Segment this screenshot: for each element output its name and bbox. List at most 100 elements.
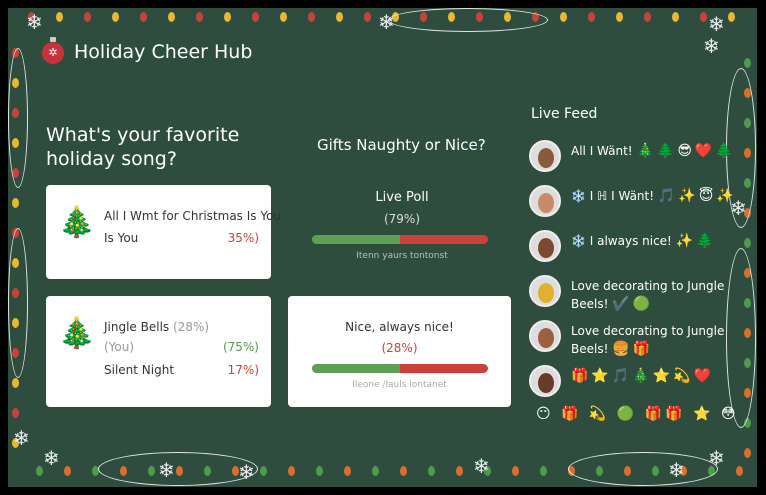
nice-fill [312, 235, 400, 244]
string-light [252, 12, 259, 22]
song-name: Silent Night [104, 363, 175, 377]
gift-poll-card[interactable]: Nice, always nice! (28%) Ileone /lauls l… [288, 296, 511, 407]
feed-emoji: ✔️🟢 [612, 296, 654, 312]
string-light [512, 466, 519, 476]
string-light [744, 448, 751, 458]
feed-message: Love decorating to Jungle Beels! 🍔🎁 [571, 322, 741, 358]
avatar[interactable] [529, 140, 561, 172]
string-light [540, 466, 547, 476]
song-row: Jingle Bells (28%) [104, 320, 209, 334]
string-light [616, 12, 623, 22]
string-light [672, 12, 679, 22]
string-light [12, 198, 19, 208]
live-poll-caption: Itenn yaurs tontonst [356, 251, 448, 261]
song-option-card[interactable]: 🎄 All I Wmt for Christmas Is You Is You … [46, 185, 281, 279]
feed-emoji: 🎄🌲😎❤️🌲 [636, 143, 736, 159]
song-name: All I Wmt for Christmas Is You [104, 209, 282, 223]
string-light [484, 466, 491, 476]
you-label: (You) [104, 340, 135, 354]
feed-message: Love decorating to Jungle Beels! ✔️🟢 [571, 277, 741, 313]
light-wire [8, 48, 28, 188]
string-light [588, 12, 595, 22]
your-percent: (75%) [222, 340, 259, 354]
snowflake-icon: ❄ [703, 34, 720, 58]
feed-text: Love decorating to Jungle Beels! [571, 324, 725, 356]
light-wire [98, 452, 258, 486]
string-light [428, 466, 435, 476]
snowflake-icon: ❄ [43, 446, 60, 470]
feed-emoji: 🎵✨😇✨ [657, 188, 737, 204]
feed-text: All I Wänt! [571, 144, 633, 158]
ornament-icon: ✲ [42, 37, 64, 64]
string-light [744, 238, 751, 248]
string-light [316, 466, 323, 476]
app-title: Holiday Cheer Hub [74, 41, 253, 63]
string-light [700, 12, 707, 22]
string-light [560, 12, 567, 22]
string-light [344, 466, 351, 476]
song-percent: 17%) [227, 363, 259, 377]
christmas-tree-icon: 🎄 [58, 205, 96, 240]
app-window: ❄ ❄ ❄ ❄ ❄ ❄ ❄ ❄ ❄ ❄ ❄ ❄ ✲ Holiday Cheer Hub What's … [8, 8, 757, 487]
avatar[interactable] [529, 275, 561, 307]
feed-message: All I Wänt! 🎄🌲😎❤️🌲 [571, 142, 741, 160]
string-light [84, 12, 91, 22]
snowflake-icon: ❄ [708, 12, 725, 36]
string-light [168, 12, 175, 22]
string-light [56, 12, 63, 22]
feed-emoji: 🎁⭐🎵🎄⭐💫❤️ [571, 368, 715, 384]
string-light [364, 12, 371, 22]
string-light [28, 12, 35, 22]
string-light [456, 466, 463, 476]
string-light [36, 466, 43, 476]
string-light [140, 12, 147, 22]
string-light [400, 466, 407, 476]
feed-message: ❄️ I ℍ I Wänt! 🎵✨😇✨ [571, 187, 741, 205]
string-light [92, 466, 99, 476]
feed-text: Love decorating to Jungle Beels! [571, 279, 725, 311]
light-wire [726, 68, 756, 228]
avatar[interactable] [529, 320, 561, 352]
string-light [372, 466, 379, 476]
string-light [260, 466, 267, 476]
string-light [308, 12, 315, 22]
light-wire [388, 8, 548, 32]
snowflake-icon: ❄ [473, 454, 490, 478]
feed-text: ❄️ I always nice! [571, 234, 672, 248]
gift-poll-bar [312, 364, 488, 373]
string-light [744, 58, 751, 68]
string-light [224, 12, 231, 22]
nice-fill [312, 364, 400, 373]
snowflake-icon: ❄ [13, 426, 30, 450]
string-light [280, 12, 287, 22]
christmas-tree-icon: 🎄 [58, 316, 96, 351]
live-poll-label: Live Poll [375, 190, 429, 205]
string-light [112, 12, 119, 22]
string-light [196, 12, 203, 22]
avatar[interactable] [529, 185, 561, 217]
song-option-card[interactable]: 🎄 Jingle Bells (28%) (You) (75%) Silent … [46, 296, 271, 407]
feed-emoji: ✨🌲 [675, 233, 717, 249]
song-name-cont: Is You [104, 231, 139, 245]
emoji-reactions[interactable]: 😶 🎁 💫 🟢 🎁🎁 ⭐ 😳 [536, 406, 739, 422]
live-feed-title: Live Feed [531, 106, 598, 122]
song-percent: 35%) [227, 231, 259, 245]
song-percent: (28%) [173, 320, 210, 334]
string-light [12, 408, 19, 418]
snowflake-icon: ❄ [26, 10, 43, 34]
avatar[interactable] [529, 230, 561, 262]
song-poll-question: What's your favorite holiday song? [46, 124, 240, 170]
avatar[interactable] [529, 365, 561, 397]
feed-message: 🎁⭐🎵🎄⭐💫❤️ [571, 367, 741, 385]
string-light [644, 12, 651, 22]
string-light [728, 12, 735, 22]
live-poll-bar [312, 235, 488, 244]
light-wire [726, 248, 756, 428]
feed-emoji: 🍔🎁 [612, 341, 654, 357]
gift-poll-percent: (28%) [381, 341, 418, 355]
string-light [744, 418, 751, 428]
gift-poll-caption: Ileone /lauls lontanet [352, 380, 447, 390]
light-wire [8, 228, 28, 378]
gift-poll-option: Nice, always nice! [345, 320, 454, 334]
string-light [64, 466, 71, 476]
